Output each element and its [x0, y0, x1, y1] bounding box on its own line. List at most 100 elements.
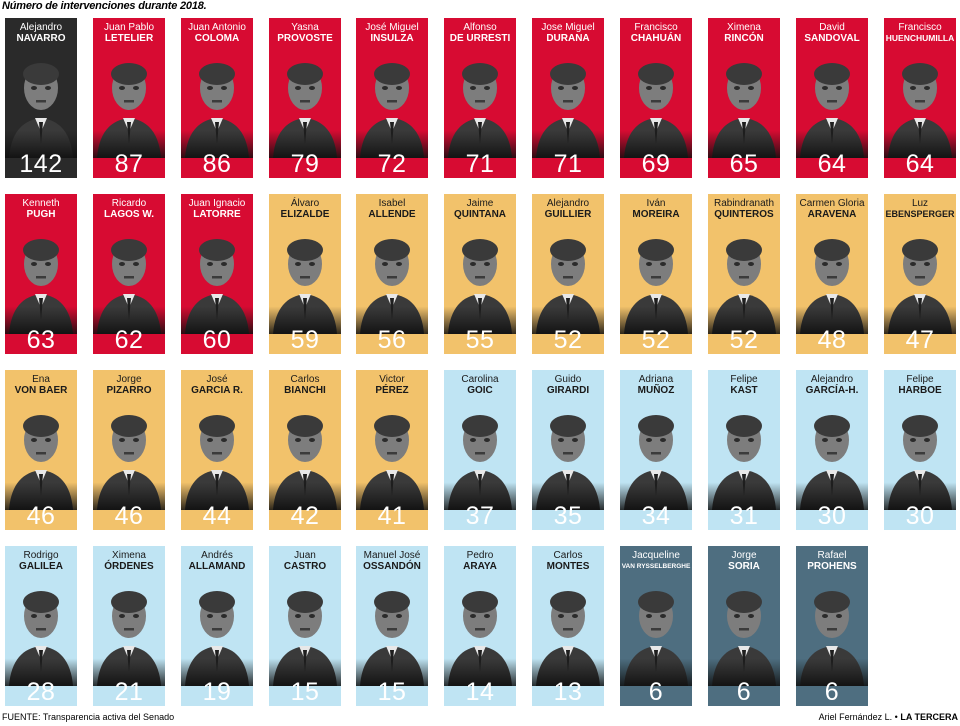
senator-name: Rodrigo GALILEA — [5, 550, 77, 572]
senator-name: Ximena RINCÓN — [708, 22, 780, 44]
intervention-count: 41 — [377, 502, 407, 530]
senator-name: Andrés ALLAMAND — [181, 550, 253, 572]
intervention-count: 6 — [824, 678, 840, 706]
last-name: MOREIRA — [632, 209, 680, 220]
first-name: Andrés — [201, 550, 233, 561]
senator-card: Kenneth PUGH 63 — [5, 194, 77, 354]
senator-card: Francisco HUENCHUMILLA 64 — [884, 18, 956, 178]
portrait-photo — [93, 576, 165, 686]
intervention-count: 34 — [641, 502, 671, 530]
first-name: Felipe — [906, 374, 934, 385]
senator-name: Alejandro GUILLIER — [532, 198, 604, 220]
first-name: Alejandro — [810, 374, 854, 385]
intervention-count: 35 — [553, 502, 583, 530]
senator-name: Juan CASTRO — [269, 550, 341, 572]
first-name: David — [819, 22, 845, 33]
senator-name: Rabindranath QUINTEROS — [708, 198, 780, 220]
senator-card: Ena VON BAER 46 — [5, 370, 77, 530]
intervention-count: 64 — [905, 150, 935, 178]
senator-card: Iván MOREIRA 52 — [620, 194, 692, 354]
intervention-count: 52 — [641, 326, 671, 354]
senator-card: Felipe KAST 31 — [708, 370, 780, 530]
senator-name: Guido GIRARDI — [532, 374, 604, 396]
intervention-count: 60 — [202, 326, 232, 354]
last-name: ARAVENA — [807, 209, 857, 220]
intervention-count: 47 — [905, 326, 935, 354]
last-name: LATORRE — [193, 209, 241, 220]
first-name: Carlos — [553, 550, 583, 561]
last-name: VAN RYSSELBERGHE — [621, 563, 691, 570]
first-name: Yasna — [291, 22, 319, 33]
first-name: Rodrigo — [23, 550, 59, 561]
senator-card: Manuel José OSSANDÓN 15 — [356, 546, 428, 706]
portrait-photo — [796, 576, 868, 686]
portrait-photo — [708, 48, 780, 158]
senator-card: David SANDOVAL 64 — [796, 18, 868, 178]
senator-name: Jaime QUINTANA — [444, 198, 516, 220]
first-name: Rabindranath — [713, 198, 775, 209]
senator-name: Ximena ÓRDENES — [93, 550, 165, 572]
intervention-count: 87 — [114, 150, 144, 178]
first-name: Álvaro — [290, 198, 320, 209]
senator-name: Yasna PROVOSTE — [269, 22, 341, 44]
senator-card: Andrés ALLAMAND 19 — [181, 546, 253, 706]
senator-card: Ricardo LAGOS W. 62 — [93, 194, 165, 354]
first-name: Francisco — [898, 22, 942, 33]
intervention-count: 63 — [26, 326, 56, 354]
last-name: PROHENS — [807, 561, 857, 572]
first-name: Jose Miguel — [541, 22, 595, 33]
first-name: José Miguel — [365, 22, 419, 33]
senator-card: Juan Ignacio LATORRE 60 — [181, 194, 253, 354]
last-name: LETELIER — [104, 33, 154, 44]
first-name: Iván — [646, 198, 666, 209]
intervention-count: 55 — [465, 326, 495, 354]
senator-card: Pedro ARAYA 14 — [444, 546, 516, 706]
senator-name: Manuel José OSSANDÓN — [356, 550, 428, 572]
senator-name: Victor PÉREZ — [356, 374, 428, 396]
senator-name: Pedro ARAYA — [444, 550, 516, 572]
last-name: GOIC — [467, 385, 493, 396]
first-name: Alfonso — [463, 22, 497, 33]
intervention-count: 37 — [465, 502, 495, 530]
last-name: INSULZA — [370, 33, 414, 44]
portrait-photo — [269, 224, 341, 334]
intervention-count: 13 — [553, 678, 583, 706]
last-name: QUINTANA — [453, 209, 507, 220]
senator-card: Luz EBENSPERGER 47 — [884, 194, 956, 354]
senator-name: Iván MOREIRA — [620, 198, 692, 220]
last-name: NAVARRO — [16, 33, 66, 44]
first-name: Kenneth — [22, 198, 60, 209]
portrait-photo — [444, 48, 516, 158]
first-name: Guido — [554, 374, 582, 385]
portrait-photo — [356, 400, 428, 510]
senator-card: Carolina GOIC 37 — [444, 370, 516, 530]
senator-card: Ximena RINCÓN 65 — [708, 18, 780, 178]
portrait-photo — [532, 48, 604, 158]
last-name: PUGH — [26, 209, 56, 220]
intervention-count: 79 — [290, 150, 320, 178]
last-name: GUILLIER — [544, 209, 592, 220]
senator-name: Alejandro NAVARRO — [5, 22, 77, 44]
senator-name: Isabel ALLENDE — [356, 198, 428, 220]
senator-name: Carlos MONTES — [532, 550, 604, 572]
first-name: Ricardo — [111, 198, 147, 209]
senator-name: Carmen Gloria ARAVENA — [796, 198, 868, 220]
last-name: SORIA — [728, 561, 760, 572]
senator-name: Juan Ignacio LATORRE — [181, 198, 253, 220]
first-name: Carolina — [461, 374, 499, 385]
intervention-count: 6 — [736, 678, 752, 706]
first-name: Ximena — [112, 550, 146, 561]
first-name: Manuel José — [363, 550, 421, 561]
last-name: ALLENDE — [368, 209, 416, 220]
last-name: BIANCHI — [284, 385, 326, 396]
last-name: ARAYA — [463, 561, 497, 572]
senator-name: Kenneth PUGH — [5, 198, 77, 220]
last-name: GARCIA R. — [191, 385, 243, 396]
senator-name: David SANDOVAL — [796, 22, 868, 44]
intervention-count: 71 — [553, 150, 583, 178]
portrait-photo — [93, 224, 165, 334]
last-name: OSSANDÓN — [363, 561, 421, 572]
last-name: MONTES — [546, 561, 590, 572]
senator-name: Francisco HUENCHUMILLA — [884, 22, 956, 44]
